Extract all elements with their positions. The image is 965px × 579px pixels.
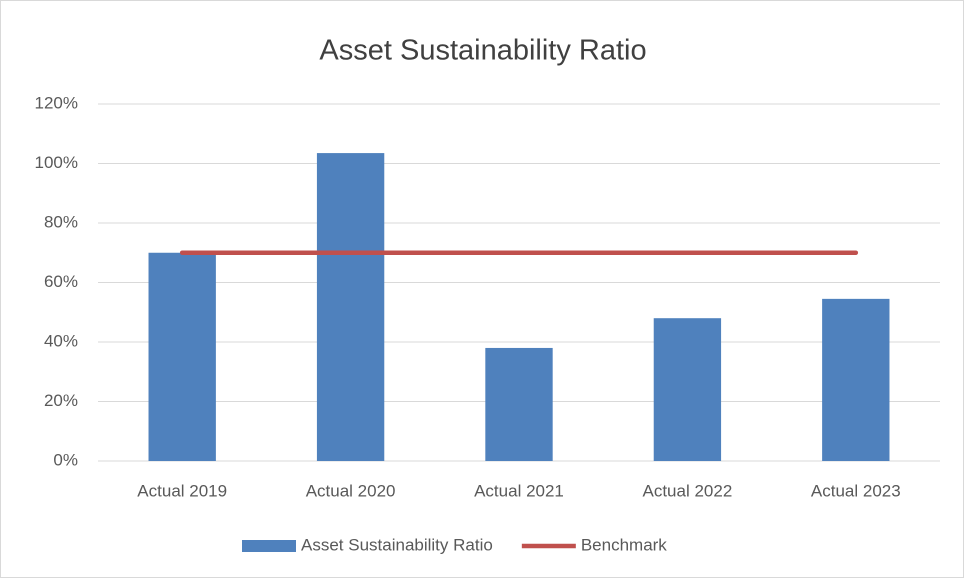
x-tick-label: Actual 2019 bbox=[137, 481, 227, 500]
chart-title: Asset Sustainability Ratio bbox=[319, 35, 646, 67]
legend-label: Benchmark bbox=[581, 535, 667, 554]
y-tick-label: 0% bbox=[53, 450, 78, 469]
y-tick-label: 80% bbox=[44, 212, 78, 231]
bar bbox=[485, 347, 553, 461]
x-tick-label: Actual 2022 bbox=[643, 481, 733, 500]
y-tick-label: 40% bbox=[44, 331, 78, 350]
y-tick-label: 100% bbox=[35, 153, 78, 172]
x-tick-label: Actual 2020 bbox=[306, 481, 396, 500]
y-tick-label: 120% bbox=[35, 93, 78, 112]
bar bbox=[148, 252, 216, 461]
y-tick-label: 60% bbox=[44, 272, 78, 291]
legend-label: Asset Sustainability Ratio bbox=[301, 535, 493, 554]
legend-swatch bbox=[242, 540, 296, 552]
bar bbox=[316, 153, 385, 461]
bar bbox=[822, 298, 890, 461]
bar bbox=[653, 318, 722, 461]
x-tick-label: Actual 2021 bbox=[474, 481, 564, 500]
x-tick-label: Actual 2023 bbox=[811, 481, 901, 500]
y-tick-label: 20% bbox=[44, 391, 78, 410]
